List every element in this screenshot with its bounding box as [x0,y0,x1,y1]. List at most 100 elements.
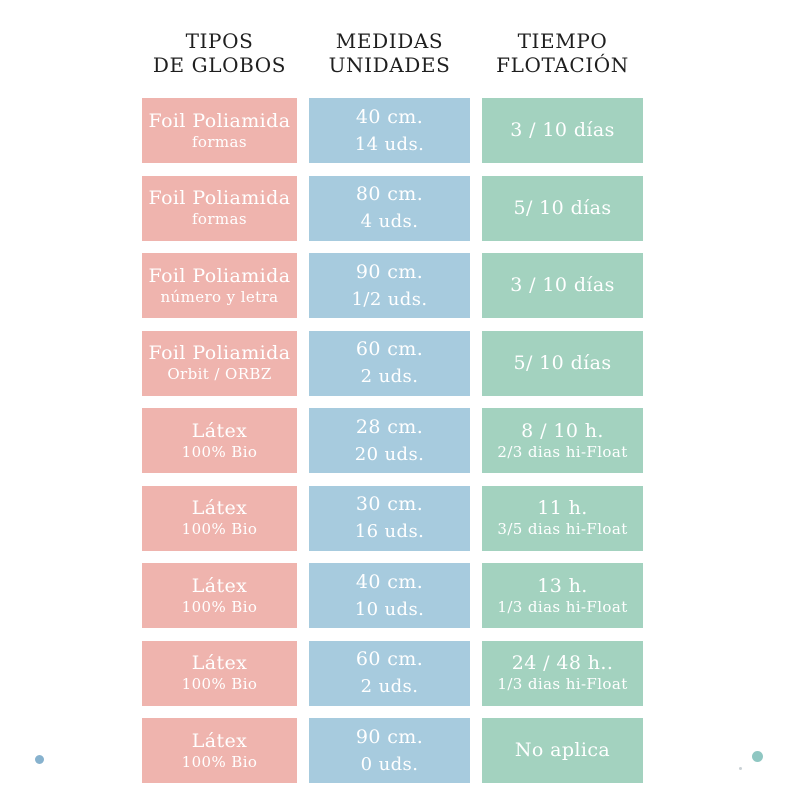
medidas-cell: 40 cm. 14 uds. [309,98,470,163]
tipos-cell: Látex 100% Bio [142,485,297,551]
cell-secondary-text: 100% Bio [181,675,258,694]
cell-primary-text: Látex [191,729,248,752]
header-line: FLOTACIÓN [496,53,629,77]
cell-secondary-text: número y letra [160,287,279,306]
table-row: Foil Poliamida Orbit / ORBZ 60 cm. 2 uds… [142,330,643,396]
decorative-speck [739,767,742,770]
tipos-cell: Foil Poliamida formas [142,98,297,163]
cell-primary-text: 24 / 48 h.. [511,652,614,675]
tipos-cell: Látex 100% Bio [142,718,297,783]
tiempo-cell: 11 h. 3/5 dias hi-Float [482,485,643,551]
cell-secondary-text: 100% Bio [181,520,258,539]
cell-secondary-text: 3/5 dias hi-Float [497,520,628,539]
cell-primary-text: Foil Poliamida [148,187,291,210]
cell-primary-text: Látex [191,652,248,675]
cell-secondary-text: 2 uds. [360,676,419,698]
table-row: Látex 100% Bio 28 cm. 20 uds. 8 / 10 h. … [142,408,643,473]
cell-primary-text: 3 / 10 días [510,119,615,142]
tipos-cell: Foil Poliamida formas [142,175,297,241]
cell-primary-text: Foil Poliamida [148,264,291,287]
cell-primary-text: 11 h. [537,497,588,520]
cell-primary-text: 80 cm. [355,183,424,206]
cell-primary-text: 30 cm. [355,493,424,516]
cell-secondary-text: 1/2 uds. [351,288,428,310]
table-row: Látex 100% Bio 90 cm. 0 uds. No aplica [142,718,643,783]
cell-primary-text: Foil Poliamida [148,342,291,365]
tiempo-cell: 5/ 10 días [482,330,643,396]
cell-primary-text: 40 cm. [355,570,424,593]
tiempo-cell: 13 h. 1/3 dias hi-Float [482,563,643,628]
medidas-cell: 90 cm. 0 uds. [309,718,470,783]
cell-secondary-text: 100% Bio [181,442,258,461]
tiempo-cell: 8 / 10 h. 2/3 dias hi-Float [482,408,643,473]
cell-primary-text: 5/ 10 días [513,351,612,374]
column-header-tiempo: TIEMPO FLOTACIÓN [482,28,643,80]
decorative-dot-teal [752,751,763,762]
cell-secondary-text: 100% Bio [181,752,258,771]
tipos-cell: Foil Poliamida número y letra [142,253,297,318]
cell-primary-text: Látex [191,497,248,520]
tiempo-cell: 3 / 10 días [482,98,643,163]
table-row: Látex 100% Bio 60 cm. 2 uds. 24 / 48 h..… [142,640,643,706]
tiempo-cell: No aplica [482,718,643,783]
cell-secondary-text: 4 uds. [360,211,419,233]
cell-secondary-text: 0 uds. [360,753,419,775]
tipos-cell: Látex 100% Bio [142,408,297,473]
column-header-tipos: TIPOS DE GLOBOS [142,28,297,80]
medidas-cell: 28 cm. 20 uds. [309,408,470,473]
column-header-medidas: MEDIDAS UNIDADES [309,28,470,80]
cell-primary-text: Foil Poliamida [148,109,291,132]
cell-secondary-text: Orbit / ORBZ [167,365,272,384]
cell-primary-text: 60 cm. [355,338,424,361]
header-line: MEDIDAS [335,29,444,54]
table-row: Látex 100% Bio 40 cm. 10 uds. 13 h. 1/3 … [142,563,643,628]
tiempo-cell: 5/ 10 días [482,175,643,241]
cell-secondary-text: 10 uds. [354,598,425,620]
medidas-cell: 90 cm. 1/2 uds. [309,253,470,318]
header-line: TIEMPO [517,29,608,54]
cell-secondary-text: formas [191,132,248,151]
cell-primary-text: Látex [191,574,248,597]
tiempo-cell: 3 / 10 días [482,253,643,318]
table-row: Foil Poliamida formas 80 cm. 4 uds. 5/ 1… [142,175,643,241]
tipos-cell: Látex 100% Bio [142,563,297,628]
table-row: Látex 100% Bio 30 cm. 16 uds. 11 h. 3/5 … [142,485,643,551]
medidas-cell: 60 cm. 2 uds. [309,640,470,706]
table-header-row: TIPOS DE GLOBOS MEDIDAS UNIDADES TIEMPO … [142,28,643,80]
cell-primary-text: 90 cm. [355,260,424,283]
cell-secondary-text: 1/3 dias hi-Float [497,675,628,694]
cell-primary-text: 28 cm. [355,415,424,438]
table-body: Foil Poliamida formas 40 cm. 14 uds. 3 /… [142,98,643,783]
medidas-cell: 60 cm. 2 uds. [309,330,470,396]
decorative-dot-blue [35,755,44,764]
header-line: UNIDADES [328,53,451,77]
header-line: TIPOS [185,29,254,54]
cell-primary-text: 5/ 10 días [513,196,612,219]
table: TIPOS DE GLOBOS MEDIDAS UNIDADES TIEMPO … [142,28,643,783]
cell-secondary-text: 1/3 dias hi-Float [497,597,628,616]
medidas-cell: 30 cm. 16 uds. [309,485,470,551]
cell-primary-text: Látex [191,419,248,442]
cell-secondary-text: 16 uds. [354,521,425,543]
cell-primary-text: 90 cm. [355,725,424,748]
cell-primary-text: No aplica [514,739,611,762]
cell-primary-text: 3 / 10 días [510,274,615,297]
cell-secondary-text: 2/3 dias hi-Float [497,442,628,461]
table-row: Foil Poliamida formas 40 cm. 14 uds. 3 /… [142,98,643,163]
table-row: Foil Poliamida número y letra 90 cm. 1/2… [142,253,643,318]
medidas-cell: 40 cm. 10 uds. [309,563,470,628]
header-line: DE GLOBOS [152,53,287,77]
cell-secondary-text: 20 uds. [354,443,425,465]
tipos-cell: Látex 100% Bio [142,640,297,706]
cell-secondary-text: formas [191,210,248,229]
medidas-cell: 80 cm. 4 uds. [309,175,470,241]
tipos-cell: Foil Poliamida Orbit / ORBZ [142,330,297,396]
cell-primary-text: 40 cm. [355,105,424,128]
cell-secondary-text: 100% Bio [181,597,258,616]
cell-secondary-text: 2 uds. [360,366,419,388]
cell-secondary-text: 14 uds. [354,133,425,155]
tiempo-cell: 24 / 48 h.. 1/3 dias hi-Float [482,640,643,706]
cell-primary-text: 60 cm. [355,648,424,671]
cell-primary-text: 13 h. [537,574,588,597]
